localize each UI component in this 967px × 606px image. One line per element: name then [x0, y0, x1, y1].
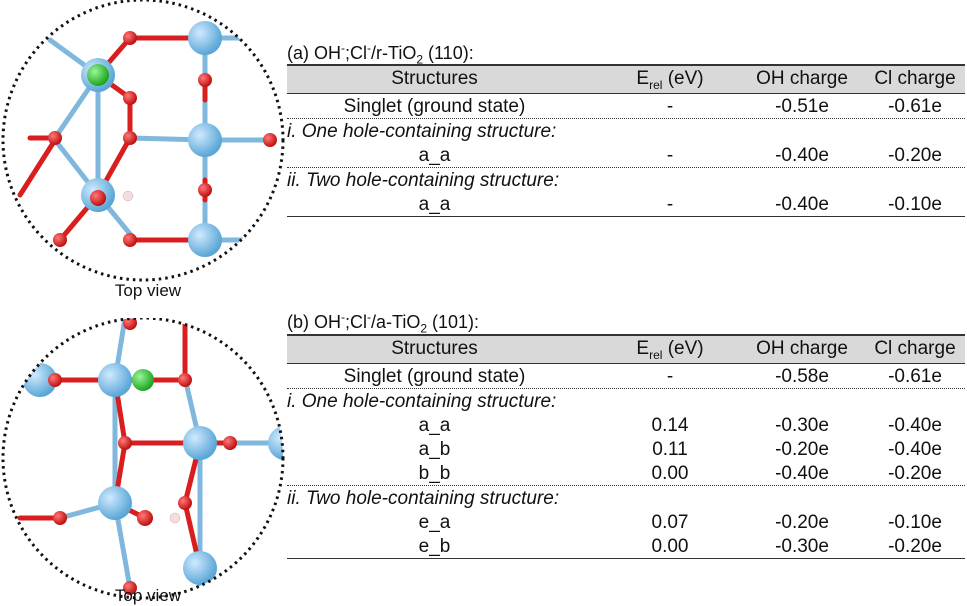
header-structures: Structures — [391, 68, 478, 89]
table-b: Structures Erel (eV) OH charge Cl charge… — [287, 334, 965, 559]
table-row: Singlet (ground state) - -0.51e -0.61e — [287, 94, 965, 119]
section-heading: i. One hole-containing structure: — [287, 121, 557, 142]
table-b-header: Structures Erel (eV) OH charge Cl charge — [287, 334, 965, 364]
section-heading: i. One hole-containing structure: — [287, 391, 557, 412]
title-b-text-4: (101): — [427, 312, 480, 332]
title-a-text-1: (a) OH — [287, 43, 341, 63]
structure-image-a — [1, 0, 285, 282]
table-title-b: (b) OH-;Cl-/a-TiO2 (101): — [287, 310, 479, 336]
header-cl-charge: Cl charge — [874, 68, 956, 89]
table-row: e_a 0.07 -0.20e -0.10e — [418, 512, 942, 533]
table-row: a_a 0.14 -0.30e -0.40e — [418, 415, 942, 436]
figure-caption-b: Top view — [114, 586, 182, 605]
title-b-sub: 2 — [420, 321, 428, 336]
title-b-sup-1: - — [341, 310, 345, 324]
title-b-text-1: (b) OH — [287, 312, 341, 332]
header-oh-charge: OH charge — [756, 68, 848, 89]
title-a-text-4: (110): — [423, 43, 474, 63]
header-oh-charge: OH charge — [756, 338, 848, 359]
title-b-text-2: ;Cl — [345, 312, 367, 332]
title-a-sup-1: - — [341, 41, 345, 55]
title-a-sub: 2 — [416, 52, 424, 67]
title-a-text-3: /r-TiO — [371, 43, 417, 63]
table-title-a: (a) OH-;Cl-/r-TiO2 (110): — [287, 41, 474, 67]
table-row: a_a - -0.40e -0.10e — [287, 192, 965, 217]
table-row: a_a - -0.40e -0.20e — [287, 143, 965, 168]
header-erel: Erel (eV) — [636, 68, 704, 92]
header-structures: Structures — [391, 338, 478, 359]
title-b-text-3: /a-TiO — [371, 312, 421, 332]
title-a-sup-2: - — [367, 41, 371, 55]
section-heading: ii. Two hole-containing structure: — [287, 170, 560, 191]
section-heading: ii. Two hole-containing structure: — [287, 488, 560, 509]
title-b-sup-2: - — [367, 310, 371, 324]
table-row: a_b 0.11 -0.20e -0.40e — [418, 439, 942, 460]
header-cl-charge: Cl charge — [874, 338, 956, 359]
structure-image-b — [1, 318, 285, 600]
table-a-header: Structures Erel (eV) OH charge Cl charge — [287, 64, 965, 94]
title-a-text-2: ;Cl — [345, 43, 367, 63]
table-row: b_b 0.00 -0.40e -0.20e — [287, 461, 965, 486]
table-row: Singlet (ground state) - -0.58e -0.61e — [287, 364, 965, 389]
header-erel: Erel (eV) — [636, 338, 704, 362]
figure-caption-a: Top view — [114, 281, 182, 300]
table-row: e_b 0.00 -0.30e -0.20e — [287, 534, 965, 559]
table-a: Structures Erel (eV) OH charge Cl charge… — [287, 64, 965, 217]
